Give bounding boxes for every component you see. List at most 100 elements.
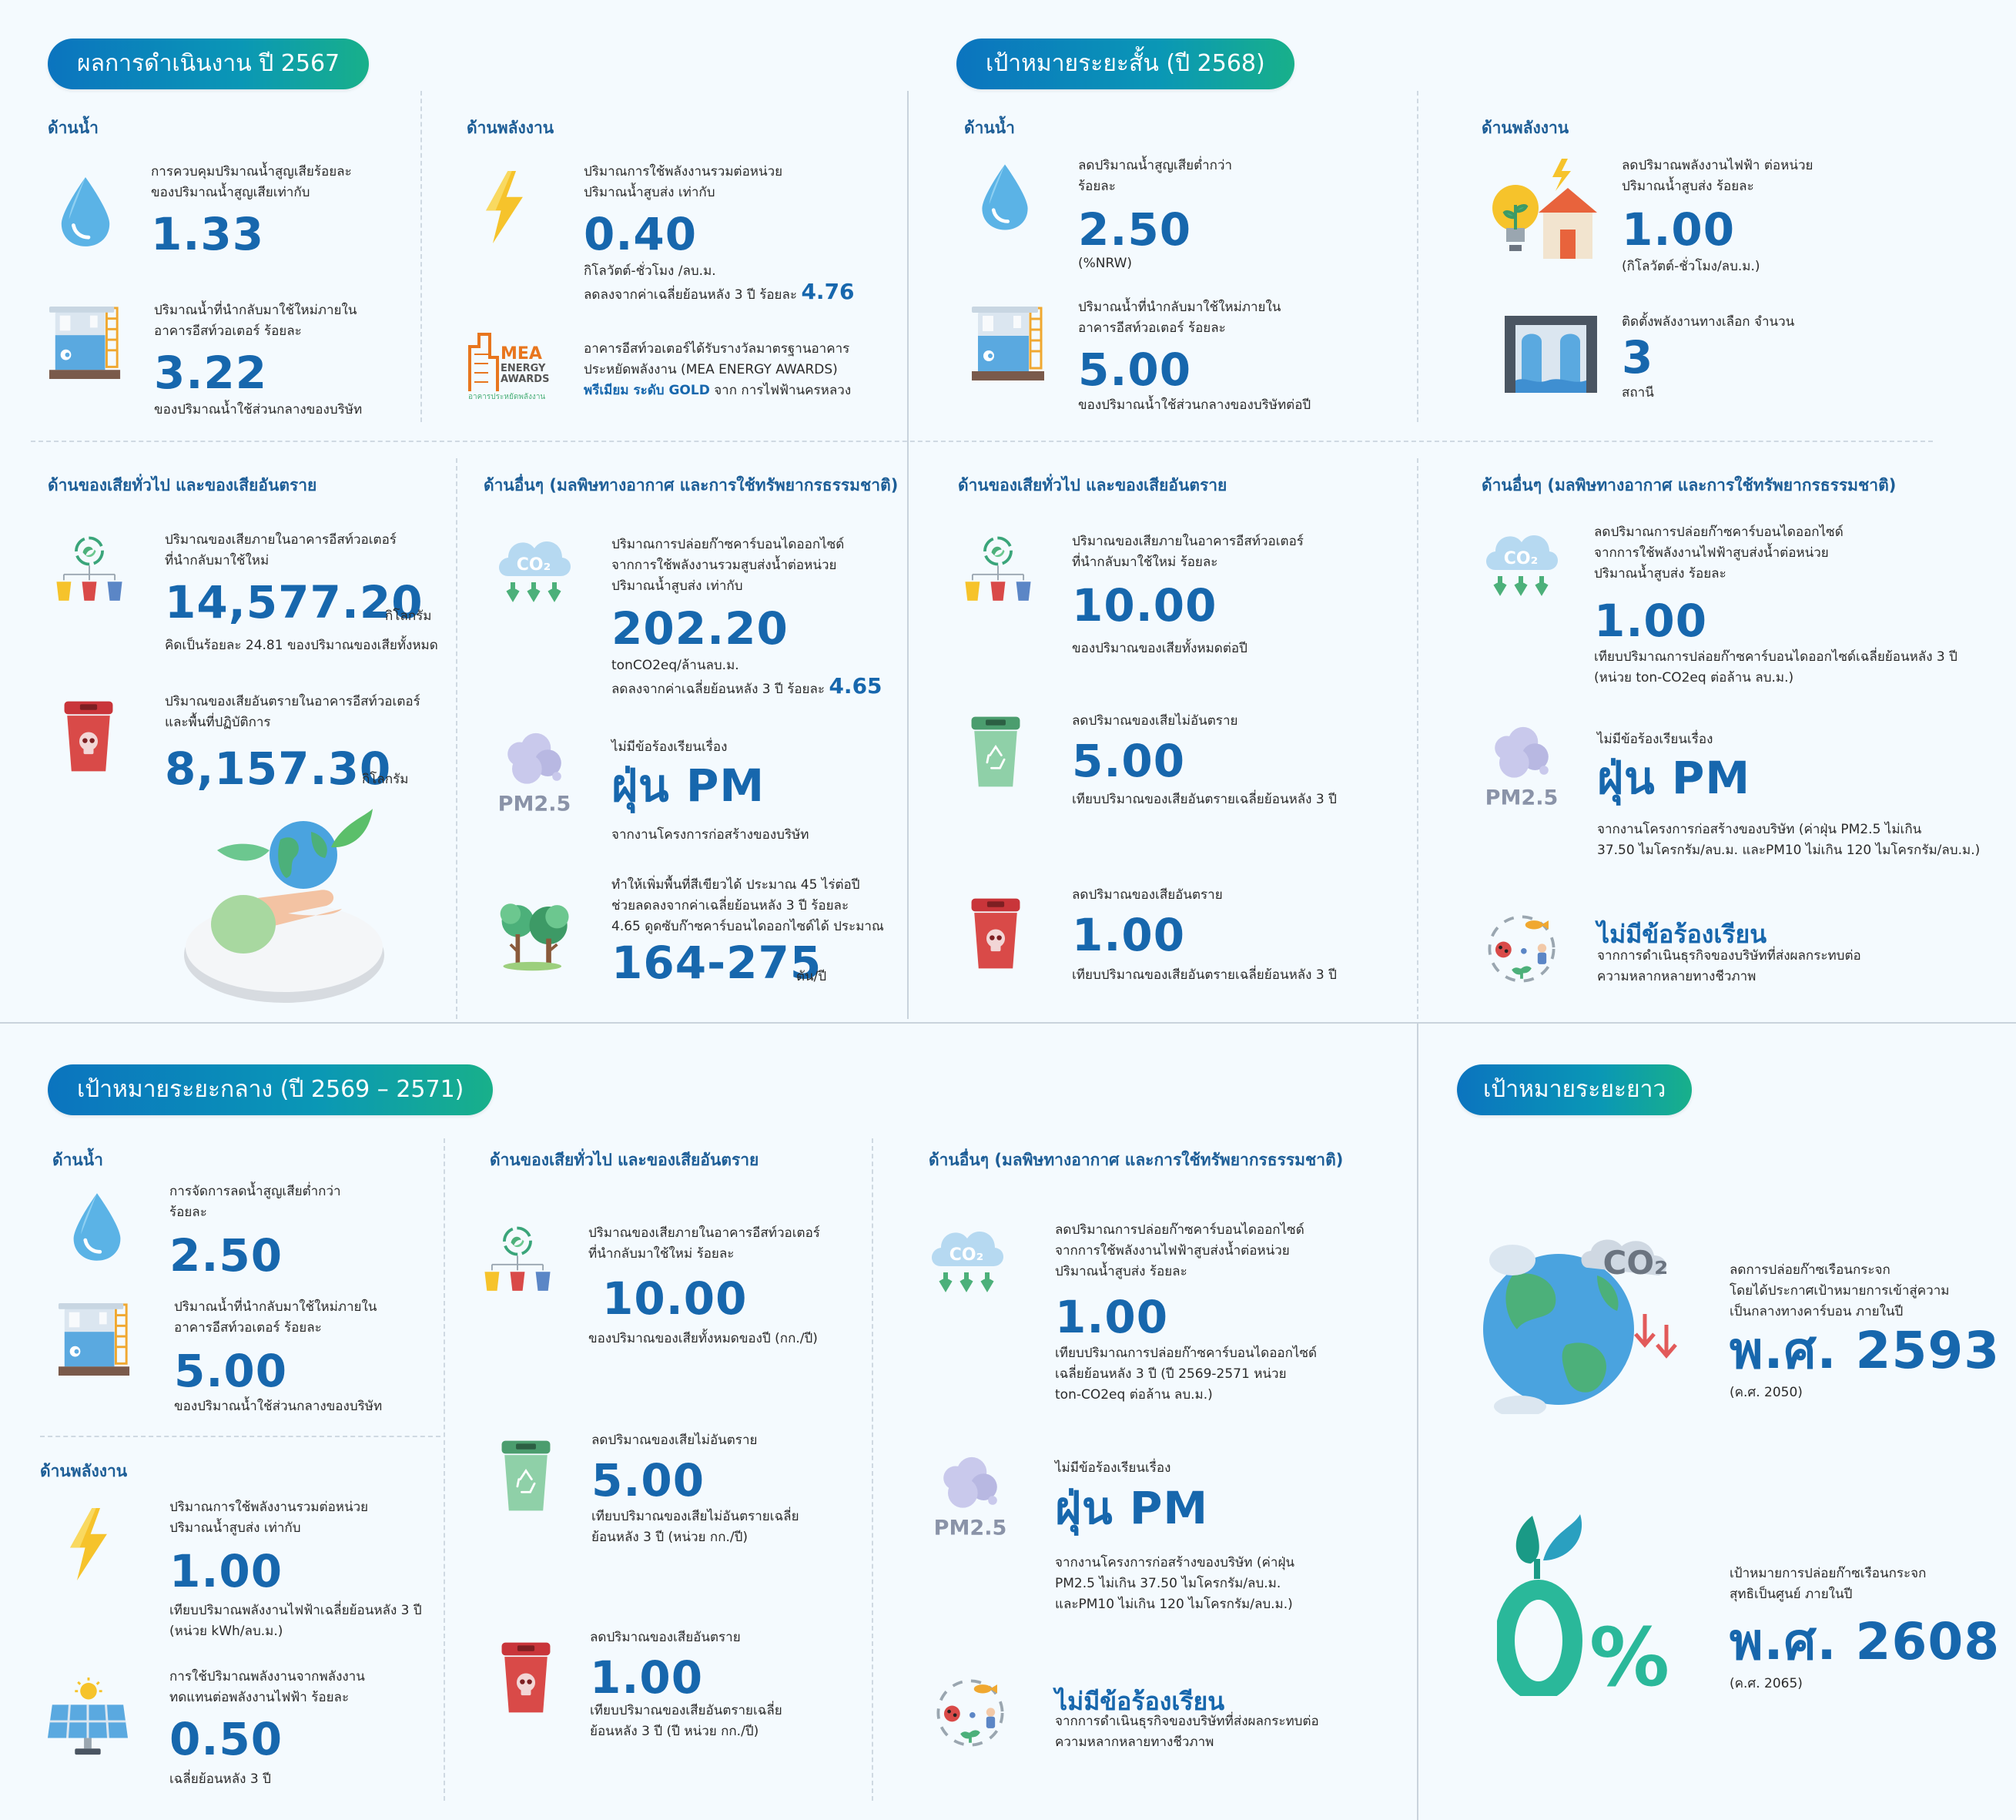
- s2-energy-value: 1.00: [1622, 203, 1736, 256]
- s2-alt-desc: ติดตั้งพลังงานทางเลือก จำนวน: [1622, 314, 1795, 330]
- s1-tree-value: 164-275: [611, 937, 822, 989]
- solar-panel-icon: [42, 1678, 132, 1761]
- s1-other-heading: ด้านอื่นๆ (มลพิษทางอากาศ และการใช้ทรัพยา…: [484, 476, 899, 494]
- hazard-bin-icon: [497, 1637, 554, 1718]
- s1-waste-haz-unit: กิโลกรัม: [362, 772, 409, 787]
- trees-icon: [496, 893, 576, 974]
- s2-nrw-desc: ลดปริมาณน้ำสูญเสียต่ำกว่า ร้อยละ: [1078, 158, 1233, 194]
- divider: [456, 458, 457, 1019]
- s4-cn-note: (ค.ศ. 2050): [1730, 1385, 1803, 1400]
- s1-energy-desc: ปริมาณการใช้พลังงานรวมต่อหน่วย ปริมาณน้ำส…: [584, 164, 783, 200]
- water-drop-icon: [68, 1189, 126, 1265]
- s3-haz-note: เทียบปริมาณของเสียอันตรายเฉลี่ย ย้อนหลัง …: [590, 1703, 782, 1739]
- s1-recycle-desc: ปริมาณน้ำที่นำกลับมาใช้ใหม่ภายใน อาคารอีส…: [154, 303, 357, 339]
- s2-waste-heading: ด้านของเสียทั่วไป และของเสียอันตราย: [958, 476, 1227, 494]
- s3-haz-desc: ลดปริมาณของเสียอันตราย: [590, 1630, 741, 1645]
- s2-waste-gen-desc: ปริมาณของเสียภายในอาคารอีสท์วอเตอร์ ที่นำ…: [1072, 534, 1304, 570]
- earth-co2-icon: CO₂: [1482, 1229, 1697, 1414]
- s3-haz-value: 1.00: [590, 1651, 704, 1704]
- lightning-icon: [481, 166, 528, 248]
- s2-waste-gen-note: ของปริมาณของเสียทั้งหมดต่อปี: [1072, 641, 1247, 656]
- svg-text:อาคารประหยัดพลังงาน: อาคารประหยัดพลังงาน: [468, 393, 545, 401]
- water-tank-icon: [57, 1297, 132, 1380]
- biodiversity-icon: [930, 1673, 1010, 1753]
- s2-other-heading: ด้านอื่นๆ (มลพิษทางอากาศ และการใช้ทรัพยา…: [1482, 476, 1897, 494]
- s2-bio-title: ไม่มีข้อร้องเรียน: [1597, 920, 1767, 949]
- s1-pm-note: จากงานโครงการก่อสร้างของบริษัท: [611, 827, 809, 843]
- s2-water-heading: ด้านน้ำ: [964, 119, 1015, 137]
- s1-water-heading: ด้านน้ำ: [48, 119, 99, 137]
- s2-nrw-value: 2.50: [1078, 203, 1192, 256]
- s2-alt-value: 3: [1622, 331, 1654, 384]
- s4-cn-desc: ลดการปล่อยก๊าซเรือนกระจก โดยได้ประกาศเป้า…: [1730, 1262, 1950, 1319]
- water-drop-icon: [55, 173, 116, 250]
- s3-co2-note: เทียบปริมาณการปล่อยก๊าซคาร์บอนไดออกไซด์เ…: [1055, 1346, 1318, 1403]
- co2-cloud-icon: [924, 1217, 1009, 1302]
- s2-haz-desc: ลดปริมาณของเสียอันตราย: [1072, 887, 1223, 903]
- s3-solar-desc: การใช้ปริมาณพลังงานจากพลังงาน ทดแทนต่อพลั…: [169, 1669, 365, 1705]
- s3-waste-gen-desc: ปริมาณของเสียภายในอาคารอีสท์วอเตอร์ ที่นำ…: [588, 1225, 820, 1262]
- section-title-mid-term: เป้าหมายระยะกลาง (ปี 2569 – 2571): [48, 1064, 494, 1115]
- s2-pm-note: จากงานโครงการก่อสร้างของบริษัท (ค่าฝุ่น …: [1597, 822, 1981, 858]
- s1-waste-gen-value: 14,577.20: [165, 576, 424, 628]
- hazard-bin-icon: [60, 696, 117, 776]
- svg-text:CO₂: CO₂: [1603, 1244, 1669, 1282]
- s3-energy-desc: ปริมาณการใช้พลังงานรวมต่อหน่วย ปริมาณน้ำส…: [169, 1500, 369, 1536]
- s3-waste-gen-value: 10.00: [602, 1272, 748, 1325]
- s4-nz-value: พ.ศ. 2608: [1730, 1612, 2001, 1671]
- s3-co2-desc: ลดปริมาณการปล่อยก๊าซคาร์บอนไดออกไซด์ จากก…: [1055, 1222, 1304, 1279]
- s3-energy-note: เทียบปริมาณพลังงานไฟฟ้าเฉลี่ยย้อนหลัง 3 …: [169, 1603, 422, 1639]
- divider: [420, 91, 422, 422]
- recycle-bins-icon: [49, 535, 129, 608]
- s3-nonhaz-note: เทียบปริมาณของเสียไม่อันตรายเฉลี่ย ย้อนหล…: [591, 1509, 799, 1545]
- s2-pm-title: ฝุ่น PM: [1597, 752, 1751, 804]
- water-drop-icon: [976, 160, 1033, 234]
- green-bin-icon: [497, 1436, 554, 1516]
- divider: [872, 1138, 873, 1801]
- divider: [0, 1022, 2016, 1024]
- pm25-cloud-icon: [1477, 726, 1566, 815]
- divider: [1417, 458, 1418, 1019]
- s2-haz-value: 1.00: [1072, 909, 1186, 961]
- s4-nz-desc: เป้าหมายการปล่อยก๊าซเรือนกระจก สุทธิเป็นศ…: [1730, 1566, 1927, 1602]
- s1-award-text: อาคารอีสท์วอเตอร์ได้รับรางวัลมาตรฐานอาคา…: [584, 341, 852, 398]
- s2-recycle-desc: ปริมาณน้ำที่นำกลับมาใช้ใหม่ภายใน อาคารอีส…: [1078, 300, 1281, 336]
- s1-co2-value: 202.20: [611, 602, 789, 655]
- s1-energy-unit: กิโลวัตต์-ชั่วโมง /ลบ.ม.: [584, 263, 716, 279]
- s3-nrw-value: 2.50: [169, 1229, 283, 1282]
- s3-recycle-value: 5.00: [174, 1345, 288, 1397]
- dam-icon: [1503, 311, 1599, 394]
- s1-co2-reduce: ลดลงจากค่าเฉลี่ยย้อนหลัง 3 ปี ร้อยละ 4.6…: [611, 673, 882, 699]
- s2-recycle-value: 5.00: [1078, 344, 1192, 396]
- s2-energy-heading: ด้านพลังงาน: [1482, 119, 1569, 137]
- lightbulb-house-icon: [1488, 159, 1597, 266]
- s1-energy-reduce: ลดลงจากค่าเฉลี่ยย้อนหลัง 3 ปี ร้อยละ 4.7…: [584, 279, 855, 304]
- s3-solar-value: 0.50: [169, 1713, 283, 1765]
- s3-other-heading: ด้านอื่นๆ (มลพิษทางอากาศ และการใช้ทรัพยา…: [929, 1151, 1344, 1169]
- s3-nonhaz-desc: ลดปริมาณของเสียไม่อันตราย: [591, 1433, 758, 1448]
- divider: [31, 441, 1933, 442]
- s2-waste-gen-value: 10.00: [1072, 579, 1217, 632]
- divider: [40, 1436, 440, 1437]
- co2-cloud-icon: [491, 527, 576, 612]
- s2-pm-pre: ไม่มีข้อร้องเรียนเรื่อง: [1597, 732, 1713, 747]
- s2-recycle-note: ของปริมาณน้ำใช้ส่วนกลางของบริษัทต่อปี: [1078, 397, 1311, 413]
- s3-energy-heading: ด้านพลังงาน: [40, 1462, 128, 1480]
- recycle-bins-icon: [477, 1225, 558, 1299]
- s3-pm-note: จากงานโครงการก่อสร้างของบริษัท (ค่าฝุ่น P…: [1055, 1555, 1295, 1612]
- s2-haz-note: เทียบปริมาณของเสียอันตรายเฉลี่ยย้อนหลัง …: [1072, 967, 1337, 983]
- s2-co2-note: เทียบปริมาณการปล่อยก๊าซคาร์บอนไดออกไซด์เ…: [1594, 649, 1957, 685]
- s1-pm-pre: ไม่มีข้อร้องเรียนเรื่อง: [611, 739, 728, 755]
- s1-waste-heading: ด้านของเสียทั่วไป และของเสียอันตราย: [48, 476, 317, 494]
- svg-text:MEA: MEA: [501, 344, 542, 364]
- section-title-long-term: เป้าหมายระยะยาว: [1457, 1064, 1693, 1115]
- biodiversity-icon: [1482, 909, 1562, 989]
- section-title-performance-2567: ผลการดำเนินงาน ปี 2567: [48, 39, 370, 89]
- s1-co2-unit: tonCO2eq/ล้านลบ.ม.: [611, 658, 739, 673]
- water-tank-icon: [48, 300, 123, 384]
- s3-recycle-note: ของปริมาณน้ำใช้ส่วนกลางของบริษัท: [174, 1399, 383, 1414]
- s2-nonhaz-value: 5.00: [1072, 735, 1186, 787]
- s1-co2-desc: ปริมาณการปล่อยก๊าซคาร์บอนไดออกไซด์ จากการ…: [611, 537, 845, 594]
- s3-pm-pre: ไม่มีข้อร้องเรียนเรื่อง: [1055, 1460, 1171, 1476]
- s2-energy-desc: ลดปริมาณพลังงานไฟฟ้า ต่อหน่วย ปริมาณน้ำสู…: [1622, 158, 1813, 194]
